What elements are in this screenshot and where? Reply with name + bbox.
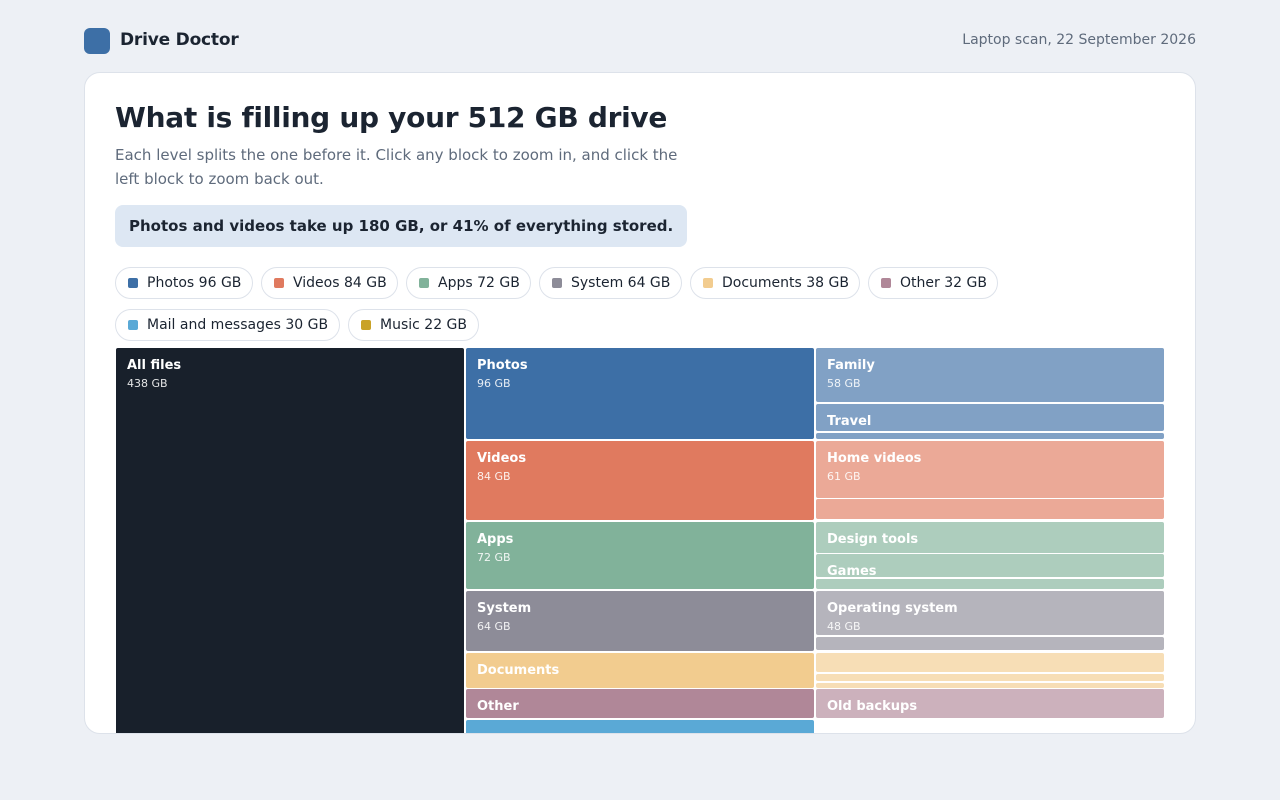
- legend-swatch: [128, 320, 138, 330]
- block-label: System: [477, 601, 532, 616]
- treemap-block-category-7[interactable]: [466, 720, 814, 733]
- top-bar: Drive Doctor Laptop scan, 22 September 2…: [84, 28, 1196, 54]
- treemap-block-home-videos[interactable]: Home videos 61 GB: [816, 441, 1164, 498]
- treemap-block-photos[interactable]: Photos 96 GB: [466, 348, 814, 439]
- legend-label: Music 22 GB: [380, 317, 468, 333]
- treemap-block-videos[interactable]: Videos 84 GB: [466, 441, 814, 520]
- legend-label: Photos 96 GB: [147, 275, 242, 291]
- legend-swatch: [703, 278, 713, 288]
- treemap-block-other[interactable]: Other: [466, 689, 814, 718]
- legend-chip-system[interactable]: System 64 GB: [539, 267, 682, 299]
- treemap-block-documents-sub-3[interactable]: [816, 683, 1164, 688]
- block-label: Videos: [477, 451, 527, 466]
- legend-label: Other 32 GB: [900, 275, 987, 291]
- block-label: Apps: [477, 532, 514, 547]
- block-label: All files: [127, 358, 182, 373]
- legend-chip-videos[interactable]: Videos 84 GB: [261, 267, 398, 299]
- legend-label: Videos 84 GB: [293, 275, 387, 291]
- app-logo-icon: [84, 28, 110, 54]
- page-title: What is filling up your 512 GB drive: [115, 101, 668, 134]
- legend-swatch: [128, 278, 138, 288]
- treemap-block-operating-system[interactable]: Operating system 48 GB: [816, 591, 1164, 635]
- legend-chip-music[interactable]: Music 22 GB: [348, 309, 479, 341]
- treemap-block-all-files[interactable]: All files 438 GB: [116, 348, 464, 733]
- legend-chip-photos[interactable]: Photos 96 GB: [115, 267, 253, 299]
- legend-chip-documents[interactable]: Documents 38 GB: [690, 267, 860, 299]
- treemap-block-design-tools[interactable]: Design tools: [816, 522, 1164, 553]
- block-size: 64 GB: [477, 620, 511, 633]
- legend-swatch: [881, 278, 891, 288]
- treemap-block-family[interactable]: Family 58 GB: [816, 348, 1164, 402]
- legend-label: Apps 72 GB: [438, 275, 520, 291]
- block-label: Family: [827, 358, 875, 373]
- page-subtitle: Each level splits the one before it. Cli…: [115, 146, 678, 188]
- treemap-block-apps[interactable]: Apps 72 GB: [466, 522, 814, 589]
- treemap-block-old-backups[interactable]: Old backups: [816, 689, 1164, 718]
- treemap-block-travel[interactable]: Travel: [816, 404, 1164, 431]
- treemap-block-videos-sub-2[interactable]: [816, 499, 1164, 519]
- treemap-block-documents-sub-1[interactable]: [816, 653, 1164, 672]
- main-card: What is filling up your 512 GB drive Eac…: [84, 72, 1196, 734]
- block-label: Design tools: [827, 532, 919, 547]
- block-label: Old backups: [827, 699, 918, 714]
- treemap-block-system[interactable]: System 64 GB: [466, 591, 814, 651]
- app-title: Drive Doctor: [120, 30, 239, 50]
- legend-chip-other[interactable]: Other 32 GB: [868, 267, 998, 299]
- block-size: 96 GB: [477, 377, 511, 390]
- legend-chip-apps[interactable]: Apps 72 GB: [406, 267, 531, 299]
- treemap: All files 438 GB Photos 96 GB Family 58 GB Tra…: [116, 348, 1166, 733]
- legend-swatch: [274, 278, 284, 288]
- block-label: Operating system: [827, 601, 958, 616]
- treemap-block-documents[interactable]: Documents: [466, 653, 814, 688]
- legend-swatch: [552, 278, 562, 288]
- block-size: 58 GB: [827, 377, 861, 390]
- block-size: 61 GB: [827, 470, 861, 483]
- block-size: 438 GB: [127, 377, 168, 390]
- insight-banner: Photos and videos take up 180 GB, or 41%…: [115, 205, 688, 247]
- block-size: 84 GB: [477, 470, 511, 483]
- treemap-block-system-sub-2[interactable]: [816, 637, 1164, 650]
- legend-swatch: [361, 320, 371, 330]
- block-label: Games: [827, 564, 877, 577]
- treemap-block-photos-sub-3[interactable]: [816, 433, 1164, 439]
- block-label: Photos: [477, 358, 528, 373]
- treemap-block-documents-sub-2[interactable]: [816, 674, 1164, 681]
- block-label: Other: [477, 699, 519, 714]
- legend-chip-mail-and-messages[interactable]: Mail and messages 30 GB: [115, 309, 340, 341]
- block-size: 48 GB: [827, 620, 861, 633]
- legend-swatch: [419, 278, 429, 288]
- block-label: Home videos: [827, 451, 922, 466]
- legend-label: Mail and messages 30 GB: [147, 317, 329, 333]
- legend-label: Documents 38 GB: [722, 275, 849, 291]
- legend-label: System 64 GB: [571, 275, 671, 291]
- block-label: Documents: [477, 663, 560, 678]
- scan-label: Laptop scan, 22 September 2026: [962, 32, 1196, 48]
- treemap-block-games[interactable]: Games: [816, 554, 1164, 577]
- block-size: 72 GB: [477, 551, 511, 564]
- treemap-block-apps-sub-3[interactable]: [816, 579, 1164, 589]
- block-label: Travel: [827, 414, 872, 429]
